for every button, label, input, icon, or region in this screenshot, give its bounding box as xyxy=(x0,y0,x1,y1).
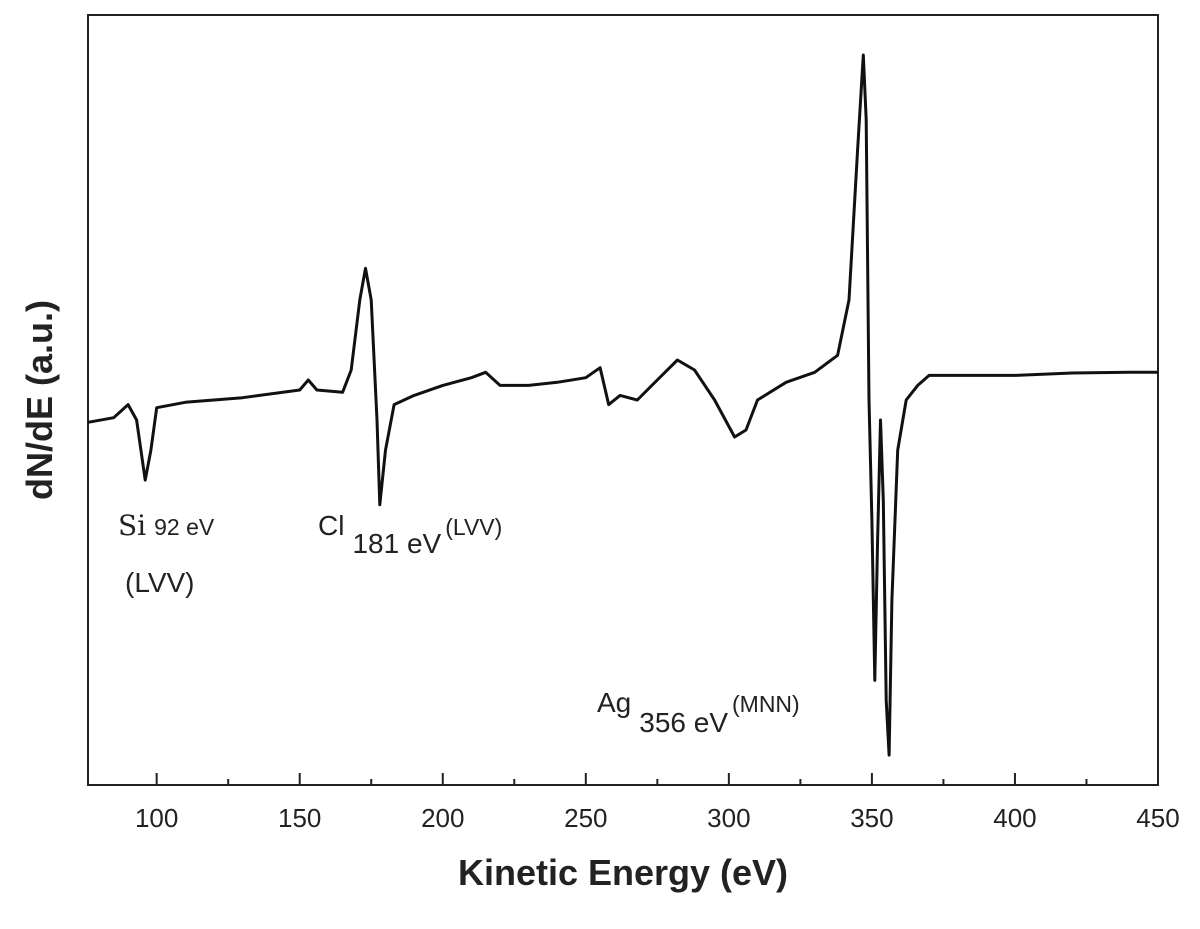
annotation-energy: 356 eV xyxy=(639,707,728,738)
annotation: (LVV) xyxy=(125,567,195,598)
annotation-element: Ag xyxy=(597,687,631,718)
x-tick-label: 200 xyxy=(421,803,464,833)
x-tick-label: 250 xyxy=(564,803,607,833)
annotation-transition: (MNN) xyxy=(732,691,800,717)
x-tick-label: 300 xyxy=(707,803,750,833)
y-axis-title: dN/dE (a.u.) xyxy=(19,300,60,500)
annotation: Ag 356 eV(MNN) xyxy=(597,687,800,738)
x-tick-label: 400 xyxy=(993,803,1036,833)
x-axis-title: Kinetic Energy (eV) xyxy=(458,852,788,893)
annotation-element: Si xyxy=(118,509,146,542)
annotation-energy: 92 eV xyxy=(154,514,215,540)
spectrum-line xyxy=(87,53,1158,757)
x-tick-label: 100 xyxy=(135,803,178,833)
x-tick-label: 450 xyxy=(1136,803,1179,833)
x-tick-label: 350 xyxy=(850,803,893,833)
annotation: Cl 181 eV(LVV) xyxy=(318,510,502,559)
annotation-transition: (LVV) xyxy=(445,514,502,540)
annotation: Si 92 eV xyxy=(118,509,215,542)
annotation-element: Cl xyxy=(318,510,344,541)
plot-frame xyxy=(87,14,1159,786)
x-tick-label: 150 xyxy=(278,803,321,833)
annotation-energy: 181 eV xyxy=(352,528,441,559)
